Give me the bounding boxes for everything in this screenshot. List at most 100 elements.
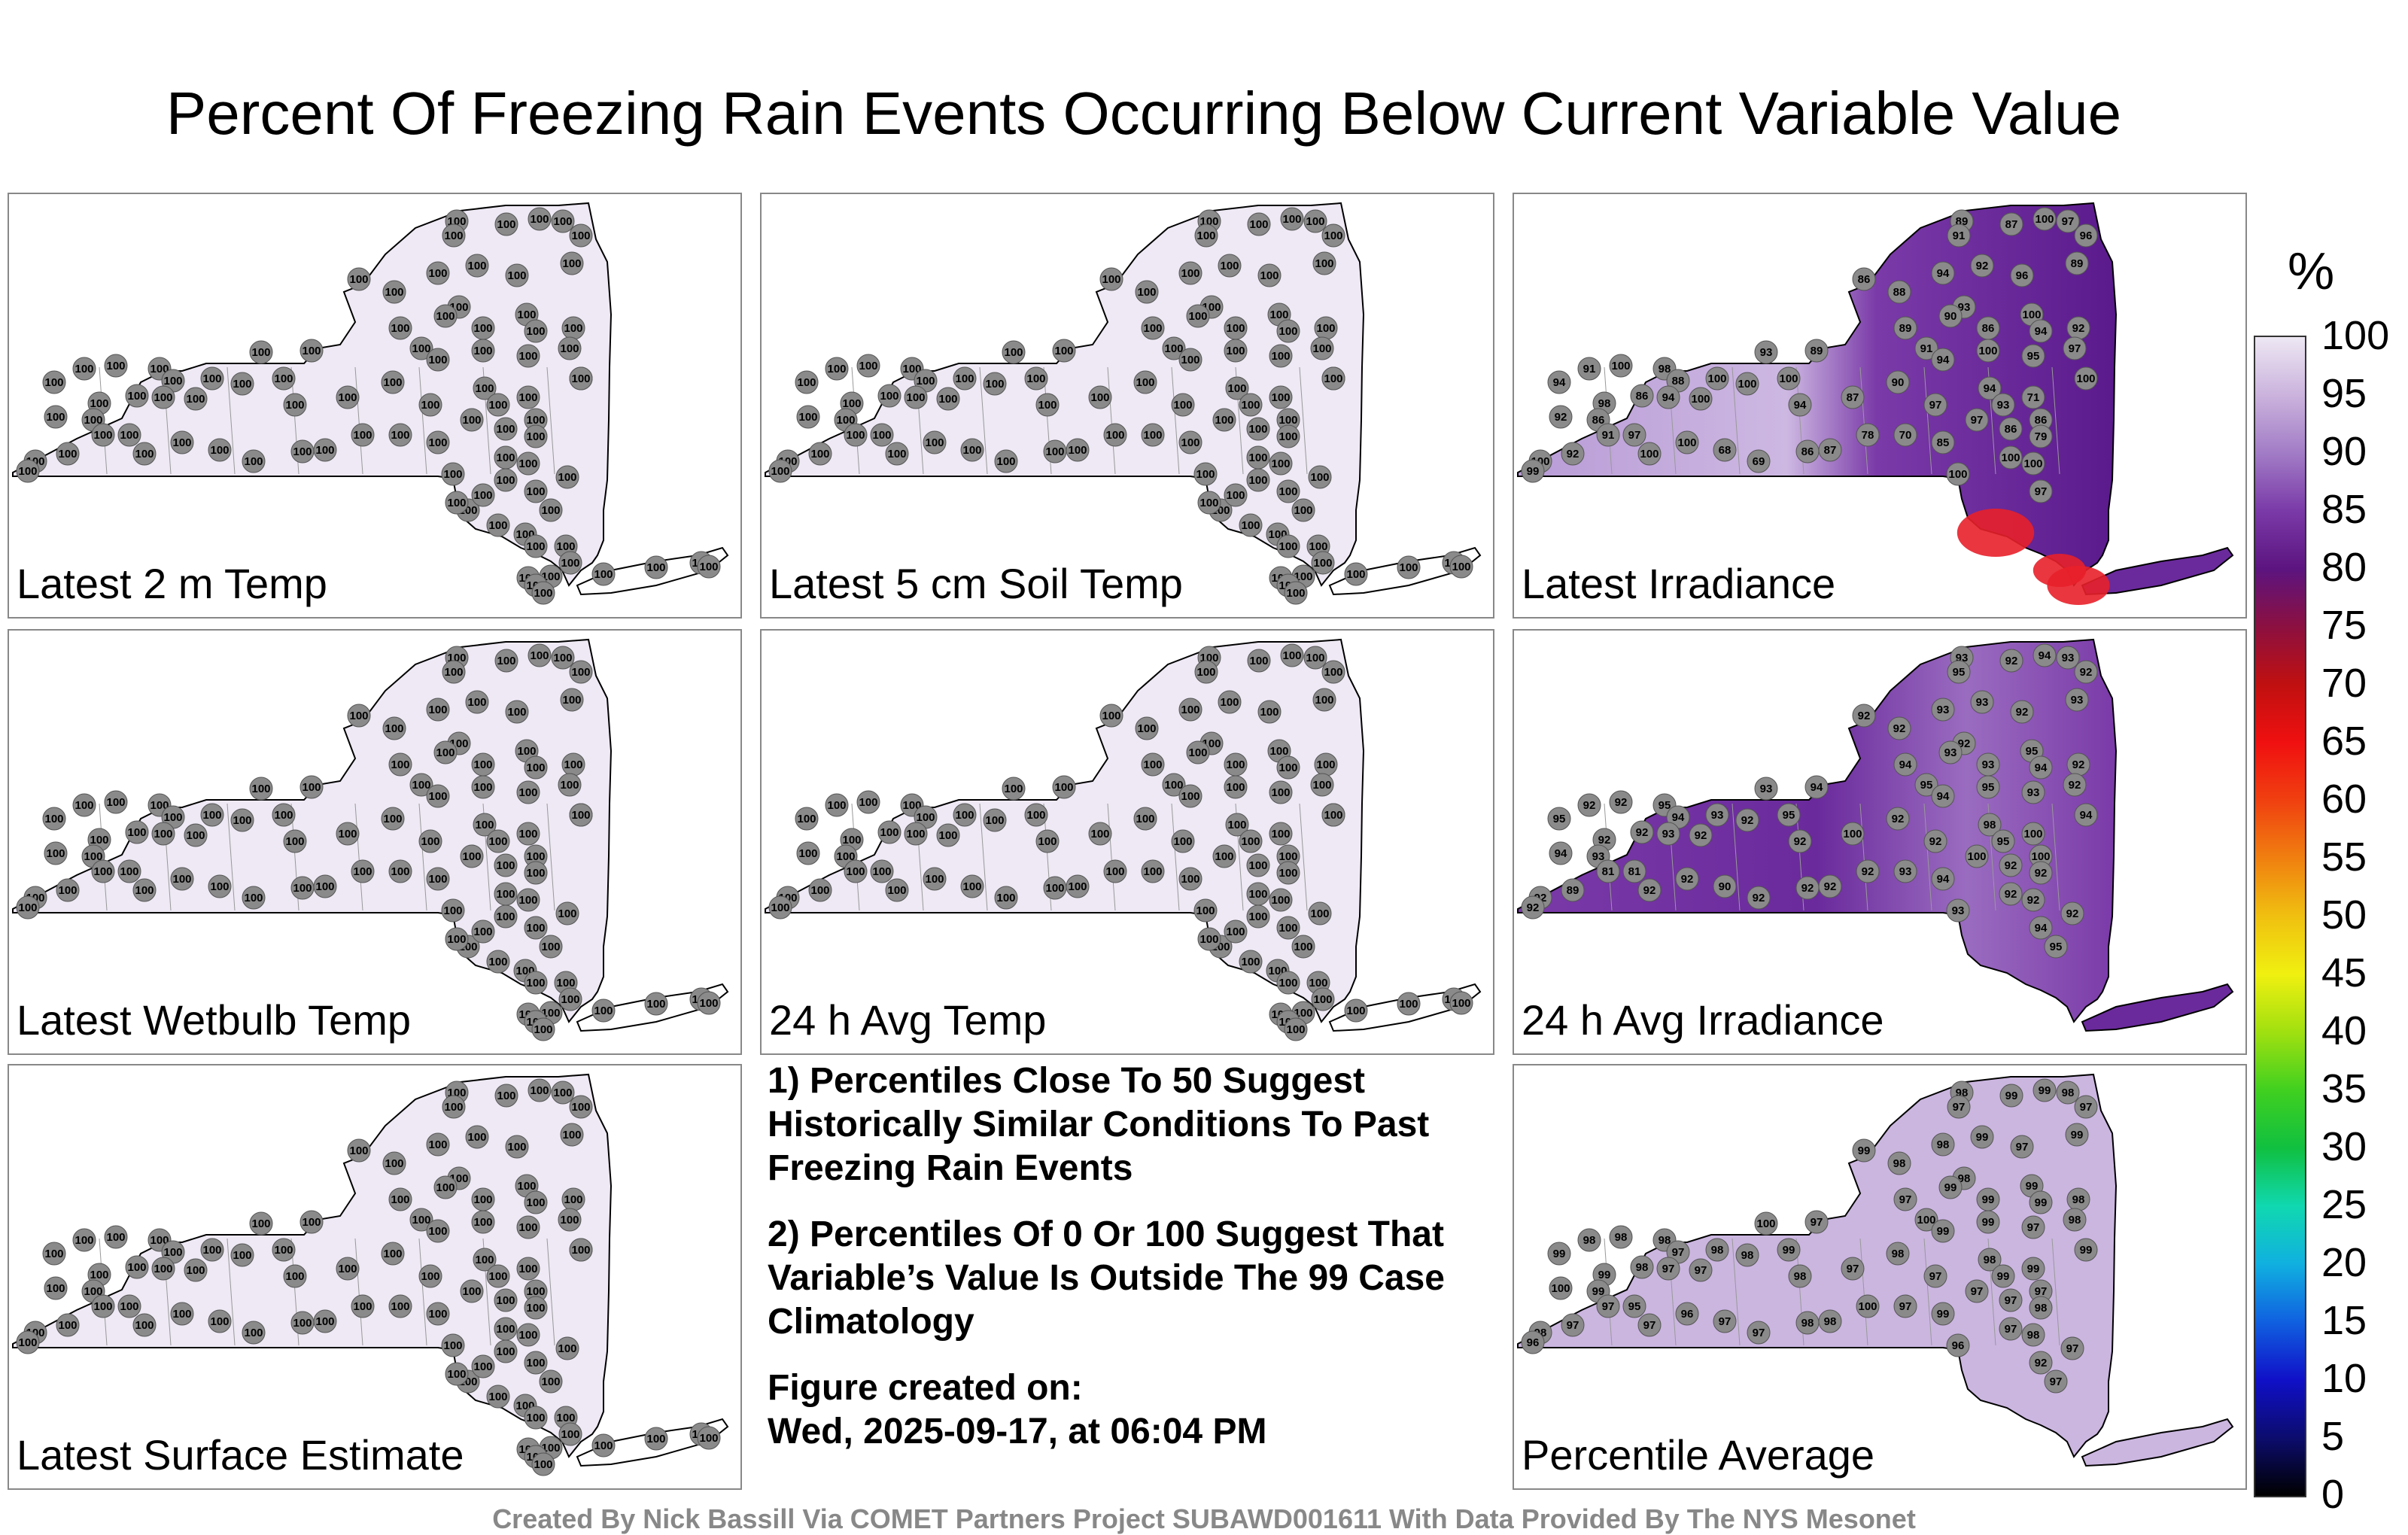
station-value: 99 xyxy=(1937,1225,1950,1238)
station-value: 92 xyxy=(2005,655,2018,667)
station-value: 100 xyxy=(562,257,581,270)
station-value: 99 xyxy=(1553,1248,1566,1260)
station-marker xyxy=(1675,430,1699,454)
station-marker xyxy=(1841,385,1865,409)
panel-label: 24 h Avg Irradiance xyxy=(1522,996,1884,1044)
station-marker xyxy=(1178,867,1202,891)
station-value: 100 xyxy=(558,907,576,920)
station-value: 100 xyxy=(1248,888,1267,901)
station-marker xyxy=(1946,1333,1970,1357)
station-marker xyxy=(505,700,529,724)
station-marker xyxy=(117,423,141,447)
station-marker xyxy=(230,1243,254,1267)
station-value: 100 xyxy=(285,835,304,848)
station-value: 100 xyxy=(518,894,537,907)
station-value: 93 xyxy=(2071,694,2084,707)
station-value: 100 xyxy=(488,1270,507,1283)
station-marker xyxy=(524,1406,548,1430)
station-marker xyxy=(1310,773,1334,797)
station-marker xyxy=(16,459,40,483)
station-value: 93 xyxy=(1976,696,1989,709)
county-line xyxy=(1859,366,1868,475)
station-marker xyxy=(1321,803,1345,827)
station-marker xyxy=(1976,1210,2000,1234)
panel-label: 24 h Avg Temp xyxy=(769,996,1047,1044)
station-value: 100 xyxy=(473,1193,492,1206)
station-value: 100 xyxy=(1137,722,1156,735)
station-value: 88 xyxy=(1893,286,1906,299)
station-value: 97 xyxy=(1899,1300,1912,1313)
station-marker xyxy=(1947,1095,1971,1119)
station-value: 100 xyxy=(58,1319,77,1332)
station-value: 100 xyxy=(2001,451,2020,464)
station-marker xyxy=(2074,366,2098,391)
station-value: 97 xyxy=(1811,1216,1823,1229)
station-value: 100 xyxy=(771,465,789,478)
station-value: 100 xyxy=(526,1302,545,1315)
station-marker xyxy=(1856,423,1880,447)
station-marker xyxy=(524,971,548,995)
station-marker xyxy=(1257,700,1282,724)
station-value: 100 xyxy=(518,1221,537,1234)
station-value: 100 xyxy=(518,1263,537,1275)
station-marker xyxy=(936,823,960,847)
station-marker xyxy=(1938,740,1963,764)
county-line xyxy=(354,1238,363,1346)
station-marker xyxy=(558,773,582,797)
station-marker xyxy=(2056,646,2080,670)
station-value: 100 xyxy=(1640,448,1659,460)
station-value: 100 xyxy=(475,819,494,831)
station-marker xyxy=(445,491,469,515)
county-line xyxy=(227,803,236,911)
station-value: 100 xyxy=(163,811,182,824)
station-marker xyxy=(953,366,977,391)
station-value: 100 xyxy=(699,997,718,1010)
station-marker xyxy=(1002,777,1026,801)
station-marker xyxy=(1804,775,1829,799)
station-marker xyxy=(2029,319,2053,343)
station-value: 100 xyxy=(560,1214,579,1226)
station-marker xyxy=(1178,784,1202,808)
station-marker xyxy=(132,1313,157,1337)
station-value: 100 xyxy=(553,215,572,228)
station-marker xyxy=(471,1210,495,1234)
station-value: 87 xyxy=(1847,391,1859,404)
station-marker xyxy=(1321,660,1345,684)
station-value: 92 xyxy=(1892,813,1905,825)
station-marker xyxy=(923,867,947,891)
station-value: 98 xyxy=(1892,1248,1905,1260)
station-marker xyxy=(1141,752,1165,777)
station-marker xyxy=(1596,423,1620,447)
station-marker xyxy=(117,1294,141,1318)
station-value: 92 xyxy=(1583,799,1596,812)
station-marker xyxy=(1521,1330,1545,1354)
station-marker xyxy=(170,430,194,454)
station-marker xyxy=(242,886,266,910)
station-value: 100 xyxy=(391,429,409,442)
station-value: 90 xyxy=(1892,376,1905,389)
station-marker xyxy=(460,1279,484,1303)
station-value: 100 xyxy=(90,1269,108,1281)
station-value: 91 xyxy=(1602,429,1615,442)
station-value: 100 xyxy=(186,393,205,406)
station-value: 100 xyxy=(1105,865,1124,878)
station-marker xyxy=(1135,716,1159,740)
station-marker xyxy=(1893,316,1917,340)
station-marker xyxy=(460,408,484,432)
station-marker xyxy=(1521,459,1545,483)
station-marker xyxy=(409,336,433,360)
station-marker xyxy=(418,1264,442,1288)
station-marker xyxy=(560,688,584,712)
station-marker xyxy=(388,752,412,777)
station-value: 100 xyxy=(467,1131,486,1144)
station-value: 96 xyxy=(1952,1339,1965,1352)
station-value: 100 xyxy=(1102,273,1120,286)
station-value: 100 xyxy=(560,779,579,792)
station-value: 100 xyxy=(488,519,507,532)
station-value: 97 xyxy=(1672,1246,1685,1259)
station-value: 100 xyxy=(1324,666,1342,679)
station-value: 92 xyxy=(1862,865,1874,878)
station-marker xyxy=(132,878,157,902)
county-line xyxy=(2051,1238,2060,1346)
station-value: 100 xyxy=(428,1138,447,1151)
